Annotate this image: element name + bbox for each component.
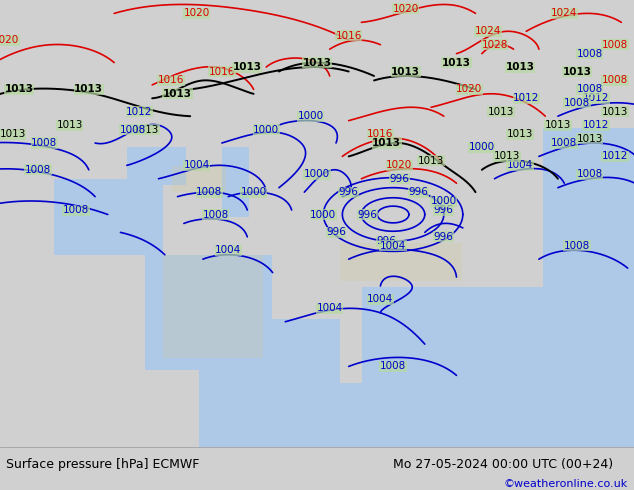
- Text: 1004: 1004: [215, 245, 242, 255]
- Text: 1012: 1012: [602, 151, 628, 161]
- Text: 1020: 1020: [392, 4, 419, 14]
- Text: 996: 996: [389, 174, 410, 184]
- Text: 1008: 1008: [602, 40, 628, 49]
- Text: 1008: 1008: [602, 75, 628, 85]
- Text: 1008: 1008: [120, 124, 146, 135]
- Text: 1013: 1013: [302, 57, 332, 68]
- Polygon shape: [172, 166, 226, 192]
- Text: 1028: 1028: [481, 40, 508, 49]
- Text: 1016: 1016: [335, 31, 362, 41]
- Text: 1013: 1013: [391, 67, 420, 76]
- Polygon shape: [55, 179, 163, 255]
- Text: Mo 27-05-2024 00:00 UTC (00+24): Mo 27-05-2024 00:00 UTC (00+24): [393, 458, 613, 470]
- Text: 1008: 1008: [31, 138, 58, 148]
- Text: 1013: 1013: [163, 89, 192, 99]
- Text: ©weatheronline.co.uk: ©weatheronline.co.uk: [503, 479, 628, 489]
- Text: 1013: 1013: [545, 120, 571, 130]
- Text: 1008: 1008: [196, 187, 223, 197]
- Text: 1016: 1016: [209, 67, 235, 76]
- Text: 996: 996: [434, 205, 454, 215]
- Text: 996: 996: [408, 187, 429, 197]
- Text: 1013: 1013: [602, 107, 628, 117]
- Text: 1020: 1020: [183, 8, 210, 19]
- Text: 1013: 1013: [4, 84, 34, 95]
- Polygon shape: [222, 147, 249, 217]
- Text: 1008: 1008: [25, 165, 51, 175]
- Text: 1013: 1013: [442, 57, 471, 68]
- Text: 1013: 1013: [372, 138, 401, 148]
- Text: 1008: 1008: [380, 362, 406, 371]
- Text: 1020: 1020: [456, 84, 482, 95]
- Text: 1012: 1012: [583, 120, 609, 130]
- Text: 1012: 1012: [513, 93, 540, 103]
- Text: 996: 996: [377, 236, 397, 246]
- Text: 1016: 1016: [158, 75, 184, 85]
- Text: 1008: 1008: [564, 98, 590, 108]
- Polygon shape: [362, 287, 453, 447]
- Text: 1000: 1000: [304, 169, 330, 179]
- Text: 1013: 1013: [133, 124, 159, 135]
- Text: 1008: 1008: [576, 84, 603, 95]
- Text: 1012: 1012: [583, 93, 609, 103]
- Text: 1004: 1004: [367, 294, 394, 304]
- Text: 996: 996: [339, 187, 359, 197]
- Text: 1013: 1013: [562, 67, 592, 76]
- Text: 1024: 1024: [551, 8, 578, 19]
- Text: 1004: 1004: [507, 160, 533, 171]
- Text: 1000: 1000: [253, 124, 280, 135]
- Polygon shape: [340, 383, 362, 447]
- Text: 1016: 1016: [367, 129, 394, 139]
- Text: 1000: 1000: [469, 143, 495, 152]
- Polygon shape: [199, 319, 340, 447]
- Polygon shape: [127, 147, 186, 185]
- Text: 1004: 1004: [316, 303, 343, 313]
- Text: 1013: 1013: [488, 107, 514, 117]
- Text: 996: 996: [434, 232, 454, 242]
- Text: 1013: 1013: [507, 129, 533, 139]
- Polygon shape: [163, 255, 262, 358]
- Text: 1008: 1008: [202, 210, 229, 220]
- Polygon shape: [453, 287, 634, 447]
- Text: 1013: 1013: [576, 134, 603, 144]
- Text: 1012: 1012: [126, 107, 153, 117]
- Text: 1020: 1020: [0, 35, 20, 45]
- Text: 1008: 1008: [576, 169, 603, 179]
- Text: 1013: 1013: [74, 84, 103, 95]
- Text: 1013: 1013: [505, 62, 534, 72]
- Text: 996: 996: [358, 210, 378, 220]
- Text: 1013: 1013: [0, 129, 26, 139]
- Text: 1000: 1000: [310, 210, 337, 220]
- Polygon shape: [543, 128, 634, 287]
- Text: 1000: 1000: [240, 187, 267, 197]
- Text: Surface pressure [hPa] ECMWF: Surface pressure [hPa] ECMWF: [6, 458, 200, 470]
- Text: 1013: 1013: [56, 120, 83, 130]
- Polygon shape: [145, 255, 199, 370]
- Text: 1000: 1000: [430, 196, 457, 206]
- Text: 1000: 1000: [297, 111, 324, 121]
- Text: 1020: 1020: [386, 160, 413, 171]
- Text: 1013: 1013: [494, 151, 521, 161]
- Text: 1024: 1024: [475, 26, 501, 36]
- Text: 1008: 1008: [551, 138, 578, 148]
- Polygon shape: [199, 255, 272, 319]
- Text: 1008: 1008: [576, 49, 603, 59]
- Text: 1008: 1008: [564, 241, 590, 251]
- Text: 1004: 1004: [380, 241, 406, 251]
- Text: 996: 996: [326, 227, 346, 237]
- Text: 1013: 1013: [233, 62, 262, 72]
- Text: 1004: 1004: [183, 160, 210, 171]
- Polygon shape: [340, 243, 462, 281]
- Text: 1013: 1013: [418, 156, 444, 166]
- Text: 1008: 1008: [63, 205, 89, 215]
